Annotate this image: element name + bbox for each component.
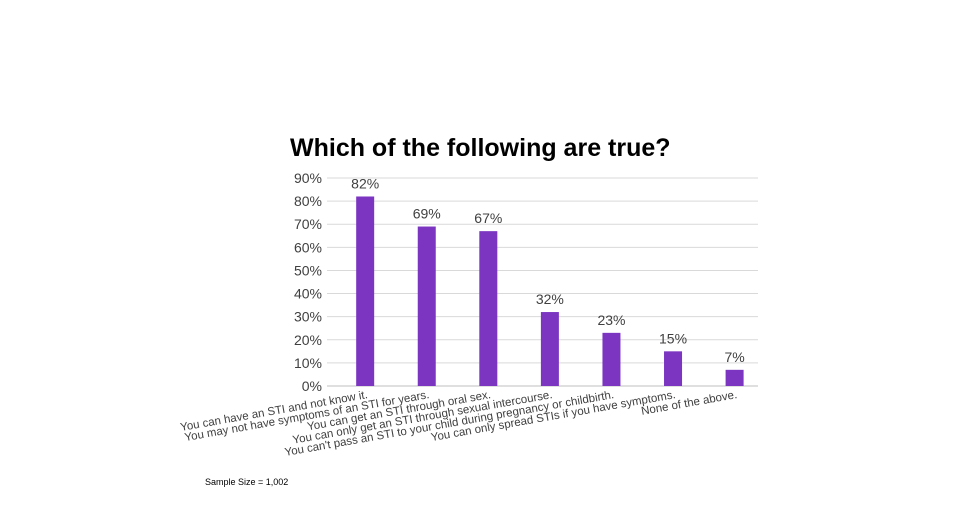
data-label: 32%: [536, 291, 564, 307]
y-tick-label: 50%: [294, 262, 322, 278]
data-label: 15%: [659, 330, 687, 346]
y-tick-label: 70%: [294, 216, 322, 232]
y-tick-label: 30%: [294, 309, 322, 325]
y-tick-label: 60%: [294, 239, 322, 255]
data-label: 69%: [413, 206, 441, 222]
y-tick-label: 0%: [302, 378, 322, 394]
sample-size-note: Sample Size = 1,002: [205, 477, 289, 487]
data-label: 67%: [474, 210, 502, 226]
y-tick-label: 80%: [294, 193, 322, 209]
y-tick-label: 40%: [294, 286, 322, 302]
data-label: 82%: [351, 175, 379, 191]
bar: [417, 226, 436, 386]
data-label: 23%: [597, 312, 625, 328]
bar: [602, 332, 621, 386]
y-tick-label: 20%: [294, 332, 322, 348]
y-tick-label: 90%: [294, 170, 322, 186]
bar: [725, 369, 744, 386]
bar: [664, 351, 683, 386]
bar: [479, 231, 498, 386]
chart-title: Which of the following are true?: [290, 134, 671, 162]
bar: [356, 196, 375, 386]
bar: [540, 312, 559, 386]
data-label: 7%: [724, 349, 744, 365]
y-tick-label: 10%: [294, 355, 322, 371]
